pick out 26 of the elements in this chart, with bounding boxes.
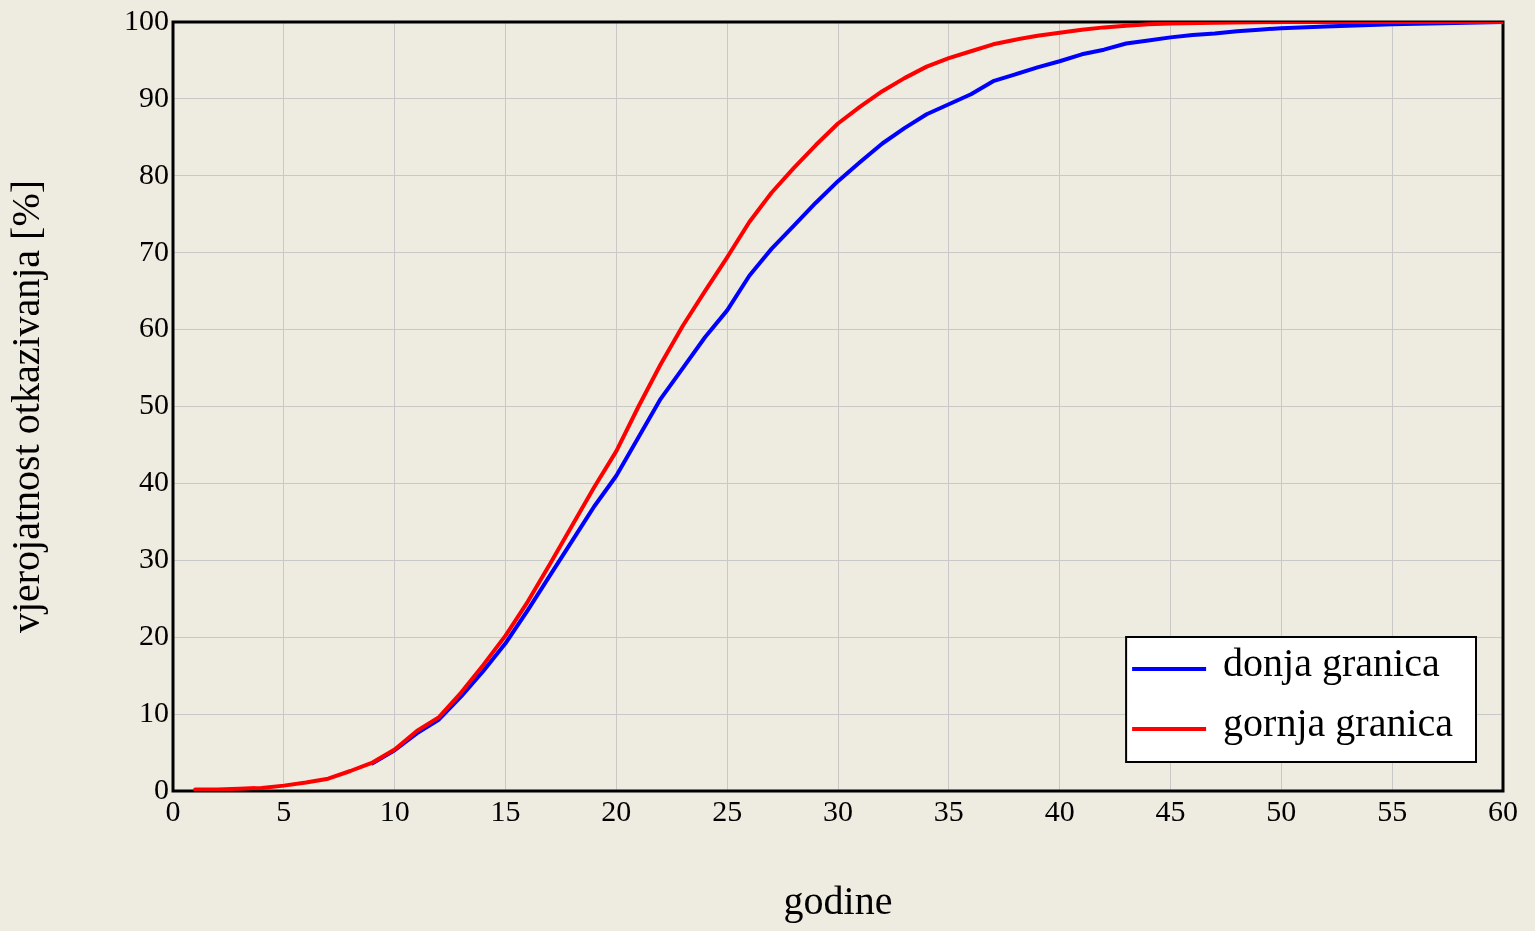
y-tick-label: 100	[124, 2, 169, 36]
x-tick-label: 20	[601, 793, 632, 827]
y-tick-label: 70	[139, 233, 169, 267]
x-axis-title: godine	[783, 877, 893, 923]
y-tick-label: 40	[139, 464, 169, 498]
x-tick-label: 15	[490, 793, 521, 827]
legend-label: donja granica	[1223, 639, 1440, 685]
y-tick-label: 30	[139, 541, 169, 575]
x-tick-label: 5	[276, 793, 292, 827]
x-tick-label: 40	[1044, 793, 1075, 827]
x-tick-label: 50	[1266, 793, 1297, 827]
y-tick-label: 50	[139, 387, 169, 421]
y-tick-label: 90	[139, 79, 169, 113]
legend-label: gornja granica	[1223, 699, 1454, 745]
y-tick-label: 80	[139, 156, 169, 190]
y-tick-label: 60	[139, 310, 169, 344]
y-tick-label: 10	[139, 694, 169, 728]
x-tick-label: 45	[1155, 793, 1186, 827]
y-axis-title: vjerojatnost otkazivanja [%]	[2, 179, 48, 634]
x-tick-label: 55	[1377, 793, 1408, 827]
x-tick-label: 25	[712, 793, 743, 827]
y-tick-label: 20	[139, 618, 169, 652]
x-tick-label: 30	[823, 793, 853, 827]
x-tick-label: 35	[933, 793, 964, 827]
x-tick-label: 10	[379, 793, 410, 827]
x-tick-label: 60	[1488, 793, 1518, 827]
